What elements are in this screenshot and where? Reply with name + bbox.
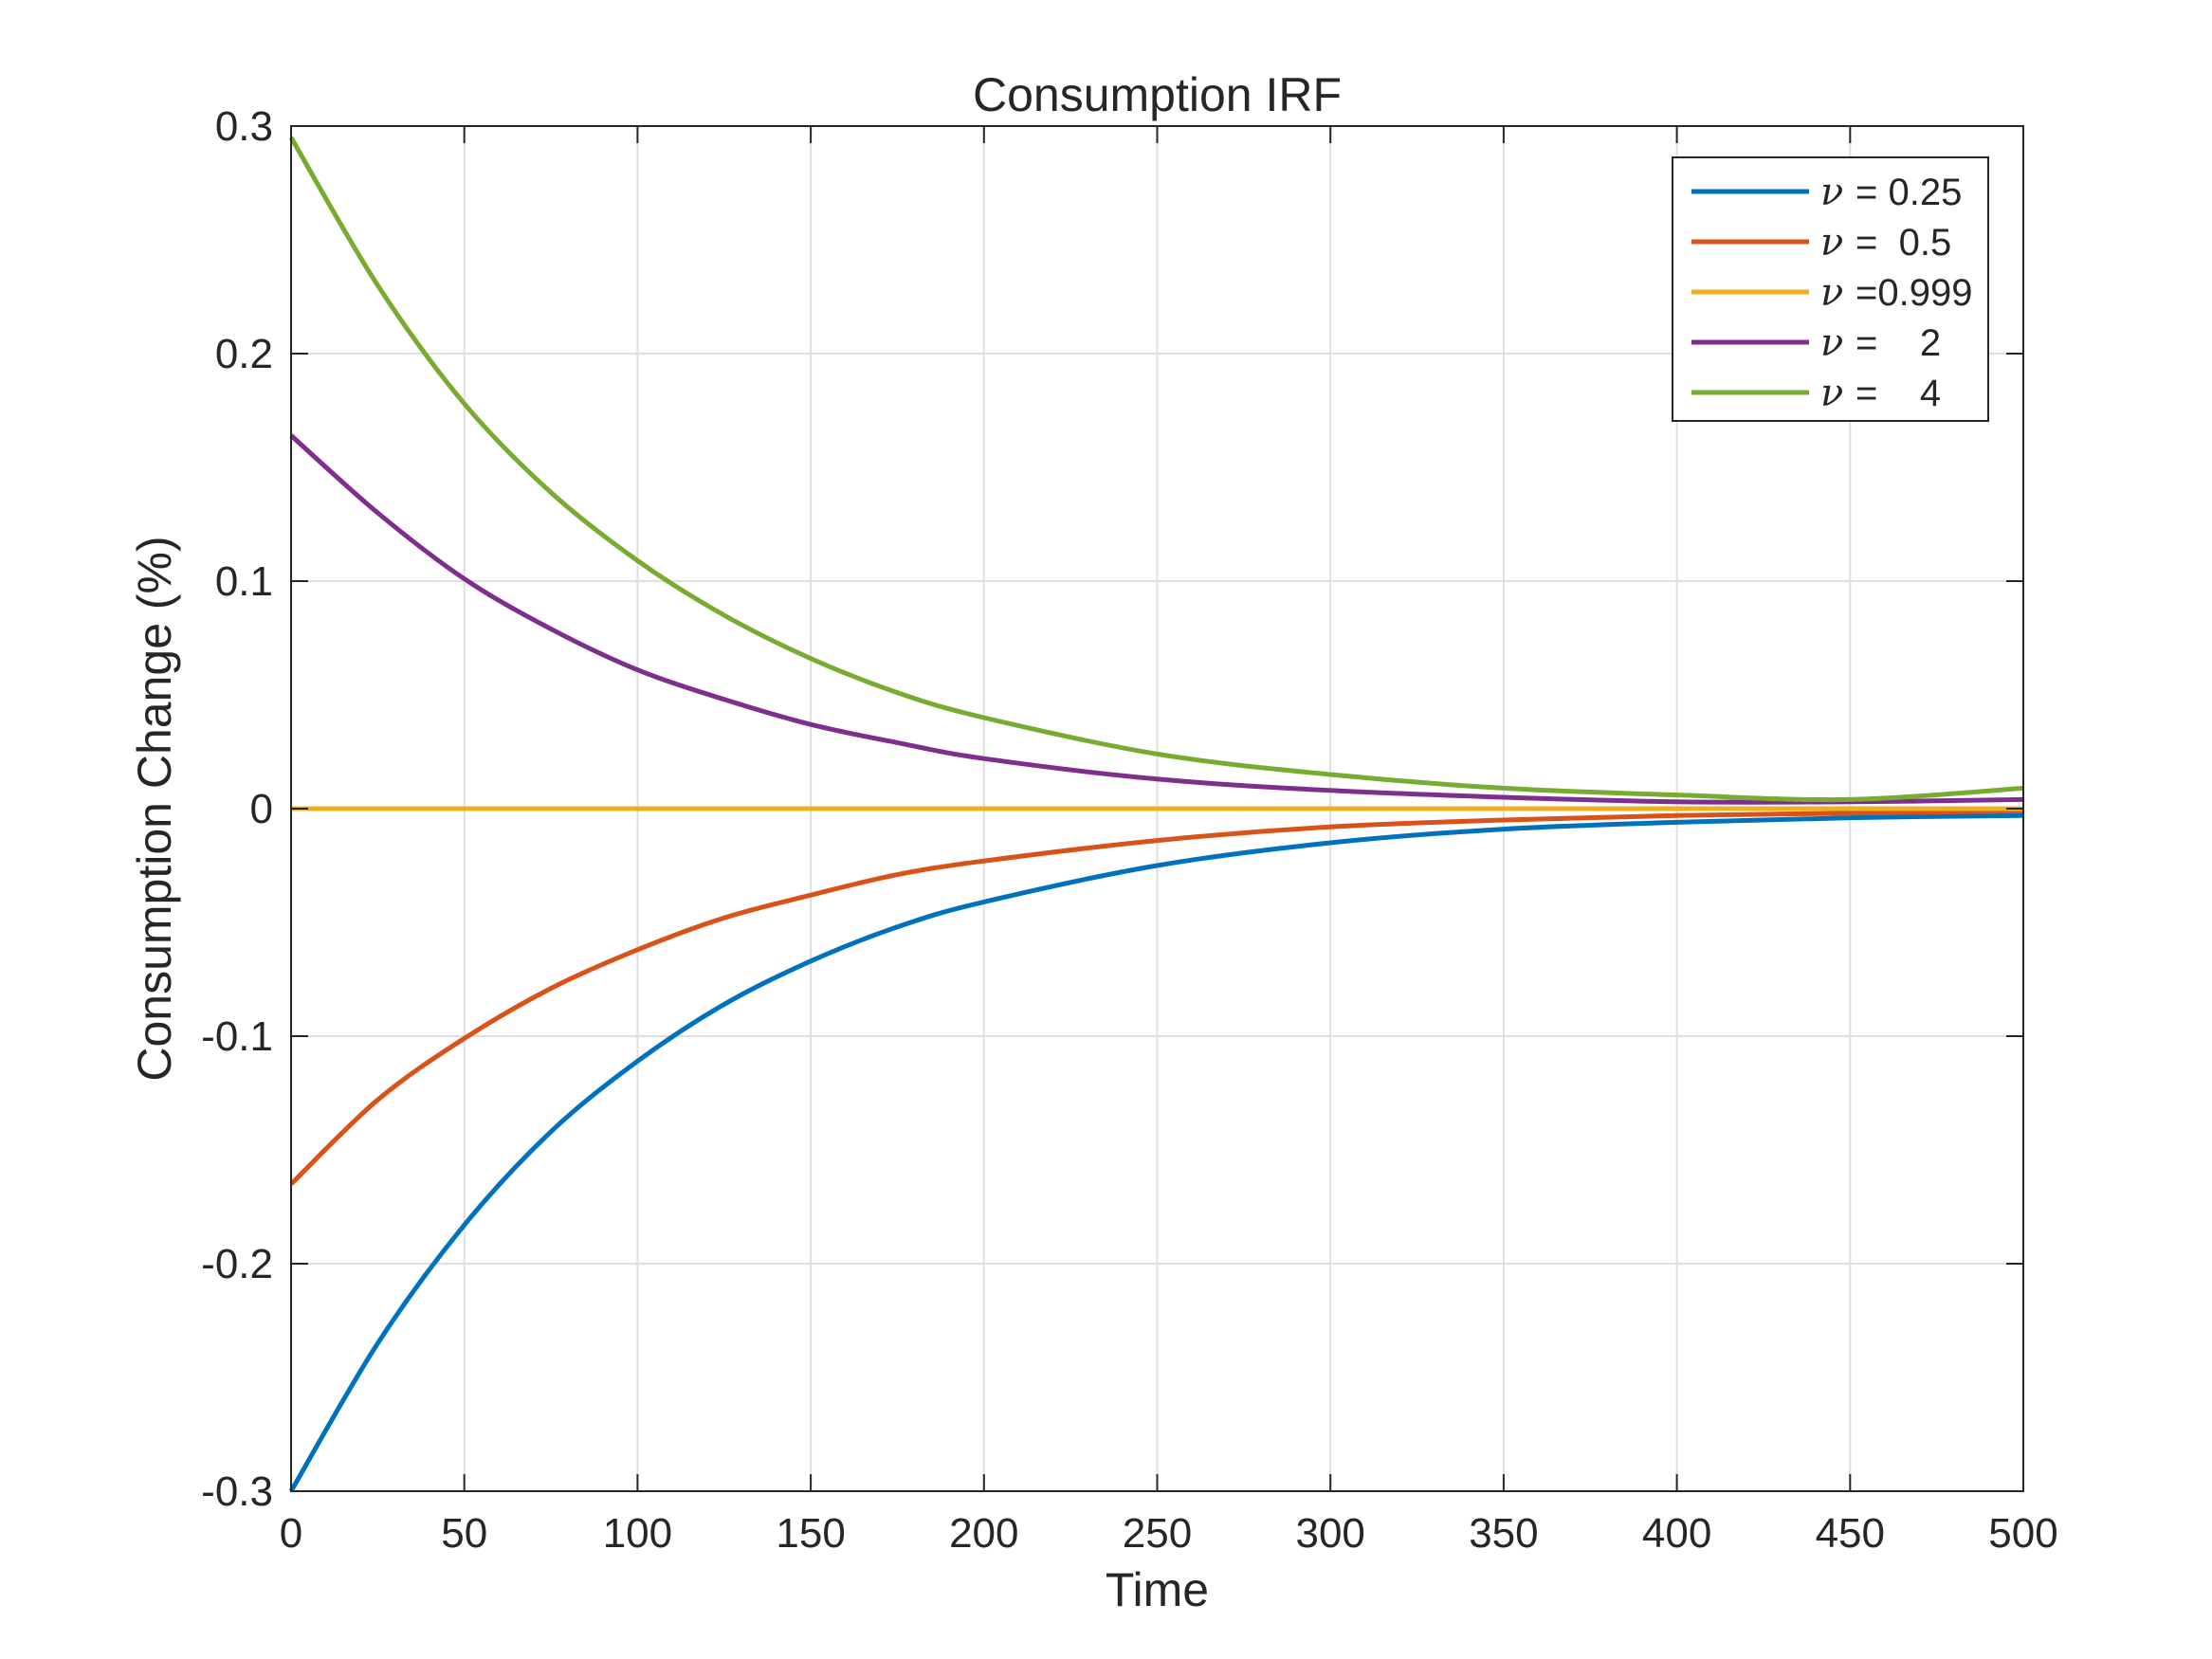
legend-label-1: ν = 0.25 xyxy=(1820,171,1962,214)
y-tick-label: -0.2 xyxy=(201,1241,273,1287)
legend-label-2: ν = 0.5 xyxy=(1820,221,1951,264)
legend-value-3: =0.999 xyxy=(1856,272,1972,314)
x-axis-label: Time xyxy=(1106,1563,1209,1616)
legend-symbol-2: ν xyxy=(1820,221,1856,264)
x-tick-labels: 0 50 100 150 200 250 300 350 400 450 500 xyxy=(280,1510,2058,1557)
series-lines xyxy=(288,136,2024,1493)
y-tick-label: 0.1 xyxy=(215,558,273,605)
legend-value-5: = 4 xyxy=(1856,373,1941,414)
legend-value-2: = 0.5 xyxy=(1856,222,1951,264)
x-tick-label: 100 xyxy=(603,1510,672,1557)
legend-symbol-4: ν xyxy=(1820,321,1856,365)
legend-item-4: ν = 2 xyxy=(1691,321,1941,365)
legend-value-1: = 0.25 xyxy=(1856,172,1962,213)
y-tick-label: 0.3 xyxy=(215,103,273,150)
legend-box xyxy=(1672,156,1989,422)
legend-label-3: ν =0.999 xyxy=(1820,271,1973,315)
y-tick-label: -0.1 xyxy=(201,1013,273,1060)
series-line-2 xyxy=(289,808,2024,1186)
y-tick-labels: -0.3 -0.2 -0.1 0 0.1 0.2 0.3 xyxy=(201,103,273,1515)
x-tick-label: 450 xyxy=(1816,1510,1885,1557)
legend-symbol-1: ν xyxy=(1820,171,1856,214)
legend-label-4: ν = 2 xyxy=(1820,321,1941,365)
legend-item-1: ν = 0.25 xyxy=(1691,171,1962,214)
series-line-5 xyxy=(288,136,2024,803)
x-tick-label: 50 xyxy=(441,1510,487,1557)
series-line-4 xyxy=(289,433,2024,805)
x-tick-label: 200 xyxy=(949,1510,1018,1557)
y-tick-label: 0.2 xyxy=(215,331,273,377)
x-tick-label: 300 xyxy=(1295,1510,1364,1557)
y-tick-label: 0 xyxy=(250,786,273,832)
legend-value-4: = 2 xyxy=(1856,322,1941,364)
y-axis-label: Consumption Change (%) xyxy=(128,536,181,1081)
legend-symbol-3: ν xyxy=(1820,271,1856,315)
chart-title: Consumption IRF xyxy=(973,68,1342,121)
x-tick-label: 250 xyxy=(1123,1510,1192,1557)
x-tick-label: 350 xyxy=(1469,1510,1538,1557)
legend-item-5: ν = 4 xyxy=(1691,372,1941,415)
x-tick-label: 150 xyxy=(776,1510,845,1557)
legend-label-5: ν = 4 xyxy=(1820,372,1941,415)
legend-item-2: ν = 0.5 xyxy=(1691,221,1951,264)
legend-item-3: ν =0.999 xyxy=(1691,271,1973,315)
x-tick-label: 400 xyxy=(1642,1510,1711,1557)
y-tick-label: -0.3 xyxy=(201,1468,273,1515)
x-tick-label: 500 xyxy=(1988,1510,2057,1557)
legend-symbol-5: ν xyxy=(1820,372,1856,415)
tick-marks xyxy=(290,125,2024,1492)
series-line-1 xyxy=(288,812,2024,1493)
x-tick-label: 0 xyxy=(280,1510,302,1557)
